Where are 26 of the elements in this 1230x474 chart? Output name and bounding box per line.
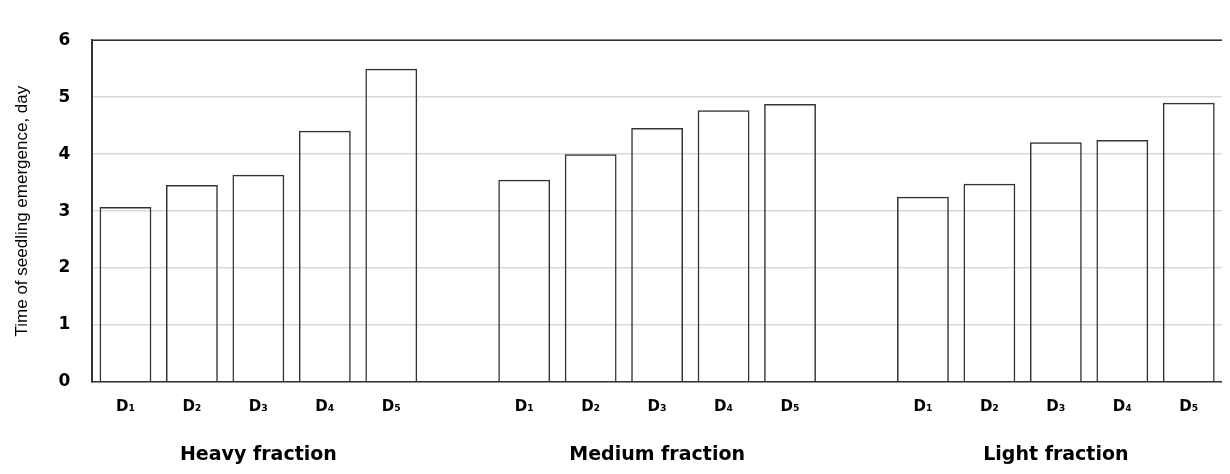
y-tick-label: 5 bbox=[58, 85, 71, 106]
y-axis-title: Time of seedling emergence, day bbox=[11, 85, 31, 337]
x-tick-label: D₄ bbox=[714, 396, 734, 415]
y-tick-label: 1 bbox=[58, 313, 71, 334]
x-tick-label: D₂ bbox=[979, 396, 999, 415]
y-tick-label: 0 bbox=[58, 370, 71, 391]
text: Light fraction bbox=[983, 442, 1129, 464]
y-tick-label: 2 bbox=[58, 256, 71, 277]
x-tick-label: D₂ bbox=[581, 396, 601, 415]
x-tick-label: D₃ bbox=[1046, 396, 1066, 415]
x-tick-label: D₅ bbox=[1179, 396, 1199, 415]
x-tick-label: D₄ bbox=[1112, 396, 1132, 415]
x-tick-label: D₂ bbox=[182, 396, 202, 415]
x-tick-label: D₃ bbox=[248, 396, 268, 415]
x-tick-label: D₁ bbox=[514, 396, 534, 415]
y-tick-label: 3 bbox=[58, 199, 71, 220]
x-tick-label: D₄ bbox=[315, 396, 335, 415]
x-tick-label: D₅ bbox=[780, 396, 800, 415]
y-tick-label: 6 bbox=[58, 28, 71, 49]
text: Heavy fraction bbox=[179, 442, 337, 464]
text: Medium fraction bbox=[569, 442, 745, 464]
y-tick-label: 4 bbox=[58, 142, 71, 163]
x-tick-label: D₃ bbox=[647, 396, 667, 415]
x-tick-label: D₁ bbox=[115, 396, 135, 415]
x-tick-label: D₁ bbox=[913, 396, 933, 415]
x-tick-label: D₅ bbox=[381, 396, 401, 415]
